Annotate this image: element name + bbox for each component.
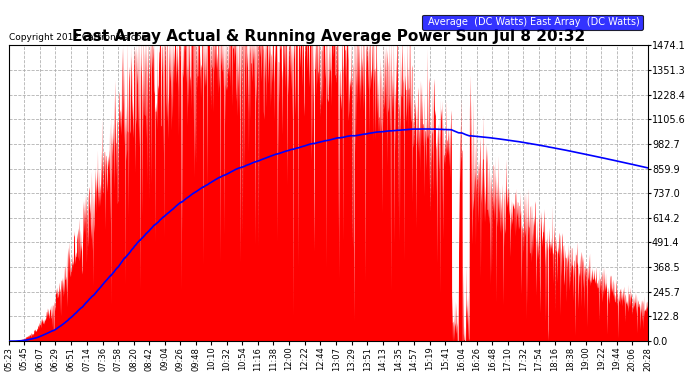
Legend: Average  (DC Watts), East Array  (DC Watts): Average (DC Watts), East Array (DC Watts… xyxy=(422,15,643,30)
Text: Copyright 2012 Cartronics.com: Copyright 2012 Cartronics.com xyxy=(9,33,150,42)
Title: East Array Actual & Running Average Power Sun Jul 8 20:32: East Array Actual & Running Average Powe… xyxy=(72,29,585,44)
